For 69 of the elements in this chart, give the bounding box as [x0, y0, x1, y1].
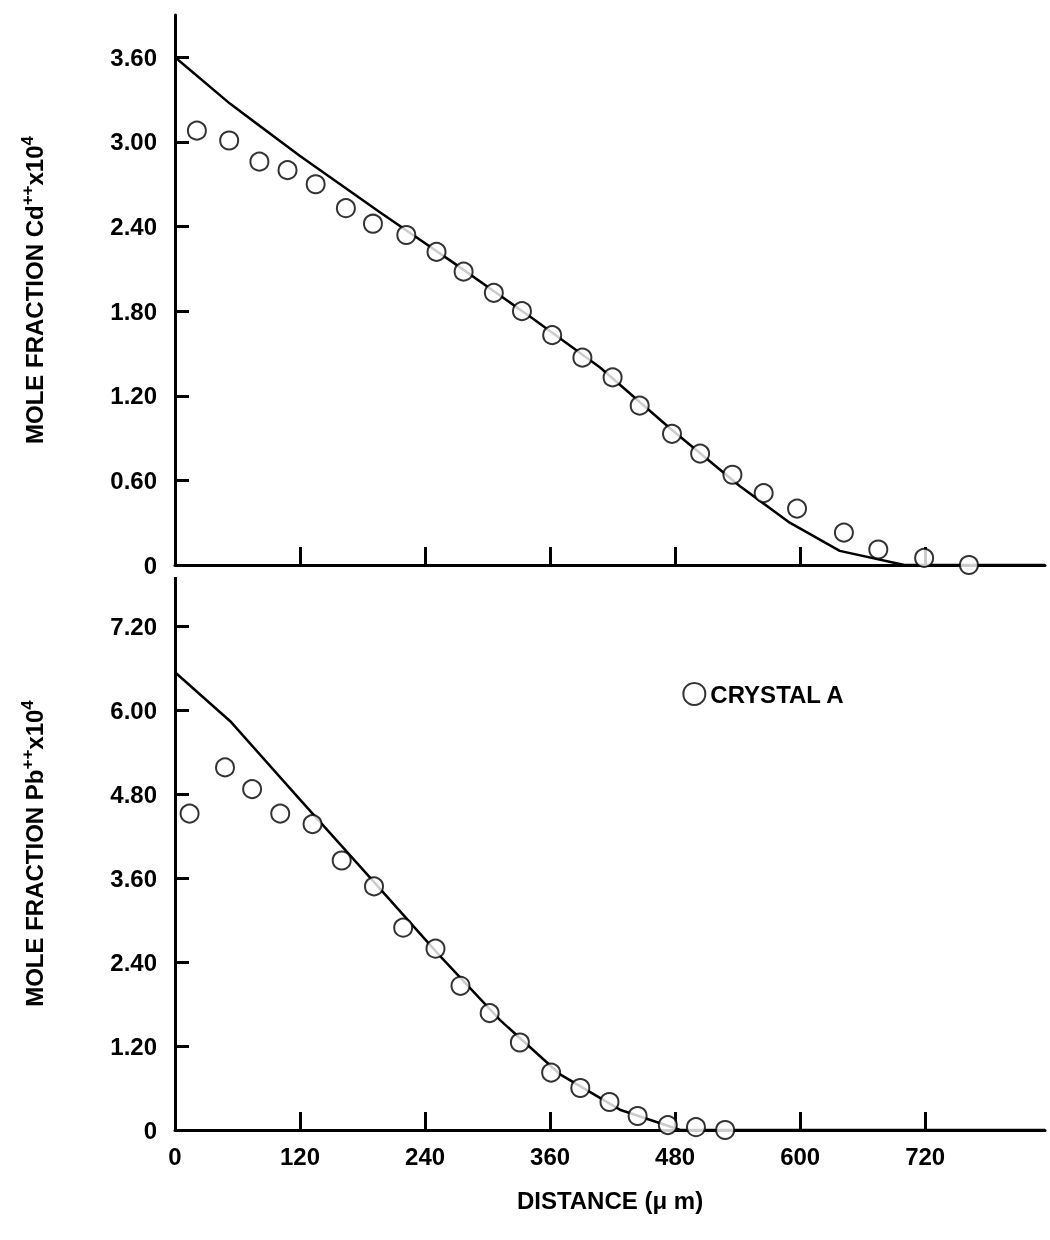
- y-tick-label: 1.80: [110, 297, 157, 325]
- point: [542, 325, 563, 346]
- point: [662, 423, 682, 444]
- y-tick-label: 7.20: [110, 612, 157, 640]
- point: [657, 1115, 678, 1136]
- point: [186, 120, 207, 141]
- point: [249, 151, 270, 172]
- x-tick-label: 720: [905, 1142, 946, 1170]
- point: [868, 539, 889, 560]
- x-tick-label: 480: [655, 1142, 696, 1170]
- y-tick-label: 2.40: [110, 213, 157, 241]
- point: [179, 803, 200, 824]
- point: [914, 547, 935, 568]
- point: [479, 1003, 500, 1024]
- y-tick-label: 3.60: [110, 864, 157, 892]
- point: [511, 301, 532, 322]
- point: [277, 160, 298, 181]
- point: [787, 498, 808, 519]
- point: [715, 1120, 736, 1140]
- point: [396, 225, 417, 245]
- point: [364, 876, 385, 897]
- point: [690, 443, 711, 464]
- point: [331, 850, 352, 871]
- x-tick-label: 360: [530, 1142, 571, 1170]
- point: [305, 174, 326, 195]
- y-tick-label: 1.20: [110, 1032, 157, 1060]
- y-tick-label: 4.80: [110, 780, 157, 808]
- point: [425, 938, 446, 959]
- y-tick-label: 3.00: [110, 128, 157, 156]
- point: [570, 1078, 591, 1098]
- point: [219, 130, 240, 151]
- point: [599, 1092, 620, 1112]
- point: [958, 555, 979, 575]
- point: [753, 483, 774, 504]
- point: [362, 213, 383, 234]
- point: [509, 1032, 530, 1053]
- point: [833, 522, 854, 543]
- y-axis-title: MOLE FRACTION Pb++x104: [18, 699, 48, 1007]
- point: [483, 282, 504, 303]
- legend-label: CRYSTAL A: [710, 680, 844, 708]
- point: [270, 803, 291, 824]
- y-tick-label: 0: [143, 551, 157, 579]
- y-tick-label: 3.60: [110, 43, 157, 71]
- point: [629, 395, 650, 416]
- y-tick-label: 2.40: [110, 948, 157, 976]
- y-tick-label: 0: [143, 1116, 157, 1144]
- point: [572, 347, 593, 368]
- point: [453, 261, 474, 282]
- x-tick-label: 120: [280, 1142, 321, 1170]
- point: [541, 1062, 562, 1083]
- point: [602, 367, 623, 388]
- point: [685, 1117, 706, 1138]
- x-tick-label: 600: [780, 1142, 821, 1170]
- y-tick-label: 6.00: [110, 696, 157, 724]
- point: [335, 198, 356, 219]
- point: [242, 779, 263, 800]
- point: [722, 464, 743, 485]
- y-tick-label: 0.60: [110, 466, 157, 494]
- point: [426, 241, 447, 262]
- x-axis-title: DISTANCE (μ m): [516, 1186, 704, 1214]
- point: [302, 814, 323, 835]
- point: [215, 757, 236, 778]
- x-tick-label: 0: [168, 1142, 182, 1170]
- y-tick-label: 1.20: [110, 382, 157, 410]
- point: [450, 975, 471, 996]
- x-tick-label: 240: [405, 1142, 446, 1170]
- point: [627, 1106, 648, 1126]
- point: [393, 917, 414, 938]
- y-axis-title: MOLE FRACTION Cd++x104: [18, 135, 48, 444]
